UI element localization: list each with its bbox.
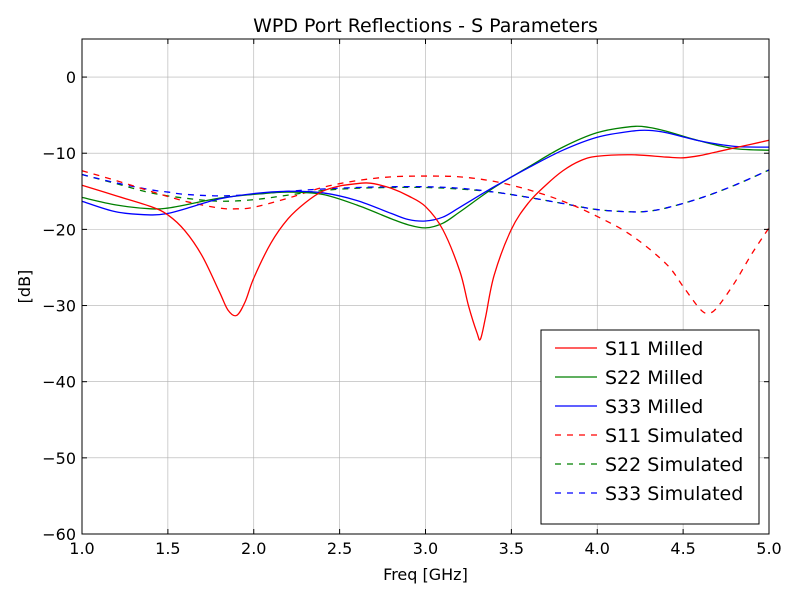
series-line-s33-milled	[81, 129, 770, 222]
legend: S11 Milled S22 Milled S33 Milled S11 Simula…	[540, 329, 760, 525]
x-tick-label: 5.0	[756, 539, 781, 558]
y-tick-label: 0	[66, 68, 76, 87]
x-tick-label: 1.0	[69, 539, 94, 558]
y-axis-label: [dB]	[15, 270, 34, 304]
legend-label: S11 Simulated	[605, 425, 743, 447]
plot-series	[81, 125, 770, 341]
x-tick-label: 4.0	[585, 539, 610, 558]
series-line-s33-simulated	[81, 169, 770, 213]
x-tick-label: 3.0	[413, 539, 438, 558]
legend-label: S22 Simulated	[605, 454, 743, 476]
legend-box	[540, 329, 760, 525]
x-tick-label: 1.5	[155, 539, 180, 558]
y-tick-label: −10	[42, 144, 76, 163]
x-axis-label: Freq [GHz]	[383, 565, 468, 584]
x-tick-label: 2.5	[327, 539, 352, 558]
series-line-s22-milled	[81, 125, 770, 229]
x-tick-label: 3.5	[499, 539, 524, 558]
y-tick-label: −60	[42, 525, 76, 544]
y-tick-label: −40	[42, 373, 76, 392]
chart-title: WPD Port Reflections - S Parameters	[253, 15, 598, 37]
legend-label: S22 Milled	[605, 367, 703, 389]
series-line-s11-milled	[81, 139, 770, 341]
axis-ticks: 1.0 1.5 2.0 2.5 3.0 3.5 4.0 4.5 5.0 0 −10 −20 −30 −40…	[42, 39, 782, 558]
legend-label: S11 Milled	[605, 338, 703, 360]
y-tick-label: −30	[42, 297, 76, 316]
x-tick-label: 2.0	[241, 539, 266, 558]
y-tick-label: −50	[42, 449, 76, 468]
x-tick-label: 4.5	[670, 539, 695, 558]
legend-label: S33 Simulated	[605, 483, 743, 505]
legend-label: S33 Milled	[605, 396, 703, 418]
series-line-s11-simulated	[81, 170, 770, 314]
y-tick-label: −20	[42, 220, 76, 239]
